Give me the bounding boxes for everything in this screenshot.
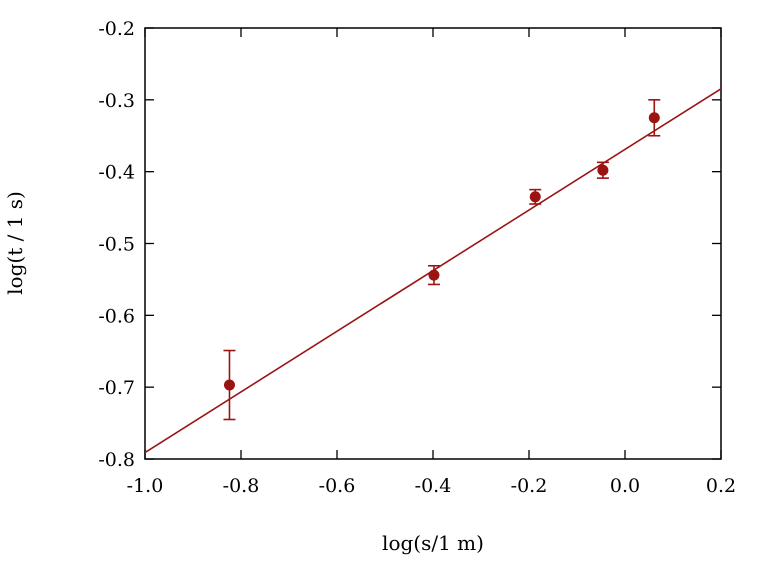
x-tick-label-4: -0.2 (511, 475, 548, 497)
x-axis-label: log(s/1 m) (382, 531, 484, 555)
data-point-2 (529, 188, 542, 205)
data-points (223, 99, 661, 421)
data-point-4 (648, 99, 661, 137)
data-point-1 (427, 264, 440, 286)
y-axis-ticks: -0.2 -0.3 -0.4 -0.5 -0.6 -0.7 -0.8 (98, 18, 721, 471)
data-point-0 (223, 349, 236, 421)
y-tick-label-2: -0.4 (98, 162, 135, 184)
marker-4 (648, 112, 660, 124)
y-tick-label-5: -0.7 (98, 377, 135, 399)
y-tick-label-3: -0.5 (98, 234, 135, 256)
y-tick-label-4: -0.6 (98, 305, 135, 327)
x-tick-label-2: -0.6 (319, 475, 356, 497)
y-tick-label-6: -0.8 (98, 449, 135, 471)
marker-2 (529, 191, 541, 203)
x-tick-label-3: -0.4 (415, 475, 452, 497)
x-tick-label-5: 0.0 (610, 475, 640, 497)
marker-1 (428, 269, 440, 281)
y-tick-label-0: -0.2 (98, 18, 135, 40)
y-axis-label: log(t / 1 s) (3, 191, 27, 295)
data-point-3 (596, 161, 609, 179)
marker-0 (223, 379, 235, 391)
x-tick-label-0: -1.0 (127, 475, 164, 497)
x-tick-label-6: 0.2 (706, 475, 736, 497)
plot-frame (144, 27, 722, 460)
marker-3 (597, 164, 609, 176)
x-tick-label-1: -0.8 (223, 475, 260, 497)
x-axis-ticks: -1.0 -0.8 -0.6 -0.4 -0.2 0.0 0.2 (127, 28, 736, 497)
y-tick-label-1: -0.3 (98, 90, 135, 112)
